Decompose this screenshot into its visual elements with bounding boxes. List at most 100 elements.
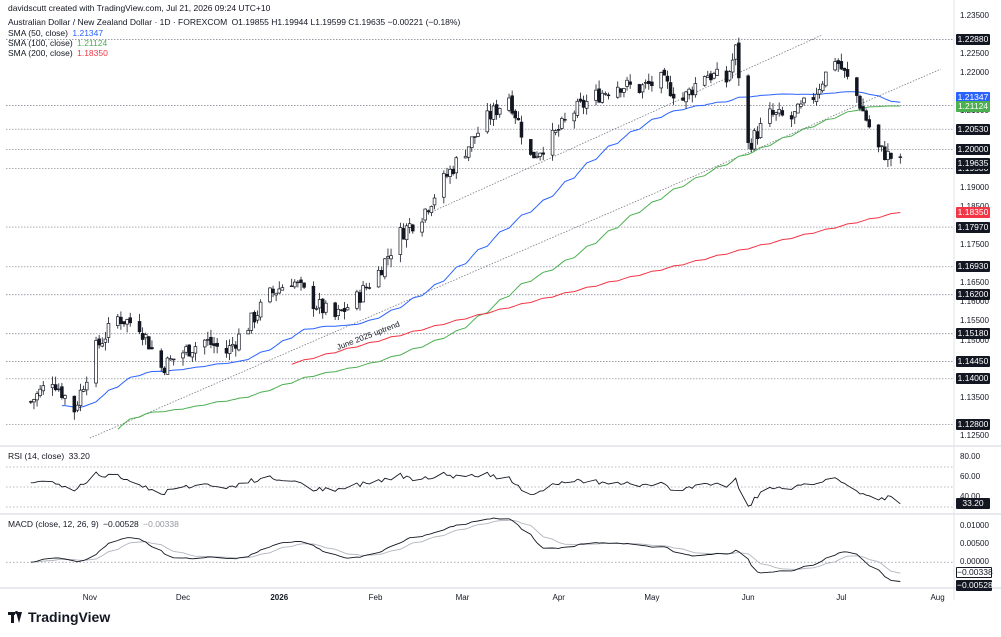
candle-body bbox=[125, 319, 129, 325]
candle-body bbox=[575, 100, 580, 116]
candle-body bbox=[342, 308, 347, 312]
candle-body bbox=[423, 208, 427, 221]
time-tick-label: Nov bbox=[82, 593, 97, 602]
candle-body bbox=[597, 88, 601, 103]
price-level-tag: 1.22880 bbox=[956, 33, 990, 45]
candle-body bbox=[665, 75, 670, 82]
indicator-price-tag: 1.18350 bbox=[956, 207, 990, 219]
candle-body bbox=[513, 110, 518, 119]
sma200-legend[interactable]: SMA (200, close) 1.18350 bbox=[8, 48, 108, 58]
candle-body bbox=[451, 168, 455, 175]
macd-legend[interactable]: MACD (close, 12, 26, 9) −0.00528 −0.0033… bbox=[8, 519, 179, 529]
candle-body bbox=[560, 118, 564, 129]
candle-body bbox=[463, 155, 468, 159]
candle-body bbox=[355, 291, 359, 309]
candle-body bbox=[476, 132, 480, 137]
tradingview-icon bbox=[8, 611, 22, 623]
candle-body bbox=[75, 404, 80, 411]
candle-body bbox=[237, 333, 241, 351]
rsi-tick-label: 80.00 bbox=[960, 452, 981, 461]
candle-body bbox=[771, 110, 775, 115]
sma100-value: 1.21124 bbox=[77, 38, 108, 48]
tradingview-logo[interactable]: TradingView bbox=[8, 609, 110, 625]
price-tick-label: 1.16000 bbox=[960, 297, 989, 307]
rsi-legend[interactable]: RSI (14, close) 33.20 bbox=[8, 451, 90, 461]
price-tick-label: 1.22500 bbox=[960, 48, 989, 58]
sma100-legend[interactable]: SMA (100, close) 1.21124 bbox=[8, 38, 107, 48]
candle-body bbox=[383, 258, 387, 278]
candle-body bbox=[643, 82, 648, 84]
candle-body bbox=[755, 131, 760, 140]
signal-value: −0.00338 bbox=[143, 519, 179, 529]
candle-body bbox=[578, 98, 583, 102]
candle-body bbox=[690, 89, 695, 96]
candle-body bbox=[777, 109, 781, 114]
candle-body bbox=[41, 385, 46, 392]
price-level-tag: 1.17970 bbox=[956, 221, 990, 233]
candle-body bbox=[817, 89, 822, 95]
candle-body bbox=[702, 76, 707, 86]
candle-body bbox=[224, 347, 229, 354]
sma50-legend[interactable]: SMA (50, close) 1.21347 bbox=[8, 28, 103, 38]
candle-body bbox=[485, 110, 490, 133]
candle-body bbox=[606, 94, 611, 97]
price-level-tag: 1.14000 bbox=[956, 373, 990, 385]
candle-body bbox=[637, 84, 642, 93]
candle-body bbox=[532, 151, 536, 159]
time-tick-label: Dec bbox=[175, 593, 191, 602]
candle-body bbox=[29, 401, 33, 403]
created-by-text: davidscutt created with TradingView.com,… bbox=[8, 3, 271, 13]
sma100-line bbox=[117, 105, 901, 430]
price-tick-label: 1.15000 bbox=[960, 335, 989, 345]
candle-body bbox=[448, 168, 452, 177]
candle-body bbox=[97, 338, 101, 346]
candle-body bbox=[122, 321, 126, 325]
candle-body bbox=[730, 59, 735, 73]
candle-body bbox=[324, 302, 328, 313]
candle-body bbox=[712, 73, 716, 79]
rsi-value: 33.20 bbox=[68, 451, 90, 461]
time-tick-label: 2026 bbox=[270, 593, 289, 602]
candle-body bbox=[57, 388, 61, 391]
candle-body bbox=[603, 93, 608, 95]
symbol-legend: Australian Dollar / New Zealand Dollar ·… bbox=[8, 17, 460, 27]
candle-body bbox=[733, 44, 738, 60]
candle-body bbox=[420, 221, 424, 233]
candle-body bbox=[103, 338, 108, 343]
symbol-title: Australian Dollar / New Zealand Dollar ·… bbox=[8, 17, 228, 27]
sma50-line bbox=[61, 91, 901, 409]
candle-body bbox=[234, 344, 238, 349]
candle-body bbox=[302, 282, 306, 288]
candle-body bbox=[876, 124, 881, 148]
candle-body bbox=[898, 156, 903, 158]
candle-body bbox=[746, 75, 750, 143]
candle-body bbox=[494, 104, 499, 116]
candle-body bbox=[168, 358, 173, 361]
candle-body bbox=[615, 86, 620, 98]
candle-body bbox=[63, 395, 67, 399]
candle-body bbox=[78, 389, 83, 406]
candle-body bbox=[81, 389, 86, 392]
candle-body bbox=[258, 301, 263, 318]
candle-body bbox=[640, 84, 645, 93]
sma50-value: 1.21347 bbox=[72, 28, 104, 38]
candle-body bbox=[572, 112, 577, 122]
candle-body bbox=[339, 309, 344, 312]
rsi-label: RSI (14, close) bbox=[8, 451, 65, 461]
candle-body bbox=[811, 97, 816, 100]
macd-label: MACD (close, 12, 26, 9) bbox=[8, 519, 99, 529]
candle-body bbox=[255, 315, 260, 321]
candle-body bbox=[516, 117, 521, 121]
candle-body bbox=[293, 281, 297, 288]
candle-body bbox=[401, 228, 406, 240]
candle-body bbox=[628, 81, 632, 85]
candle-body bbox=[181, 352, 185, 359]
price-level-tag: 1.14450 bbox=[956, 356, 990, 368]
candle-body bbox=[563, 119, 567, 121]
candle-body bbox=[280, 287, 285, 291]
candle-body bbox=[581, 99, 586, 108]
macd-value-tag: −0.00528 bbox=[956, 580, 993, 592]
candle-body bbox=[159, 350, 164, 368]
candle-body bbox=[212, 343, 216, 346]
candle-body bbox=[864, 110, 868, 121]
